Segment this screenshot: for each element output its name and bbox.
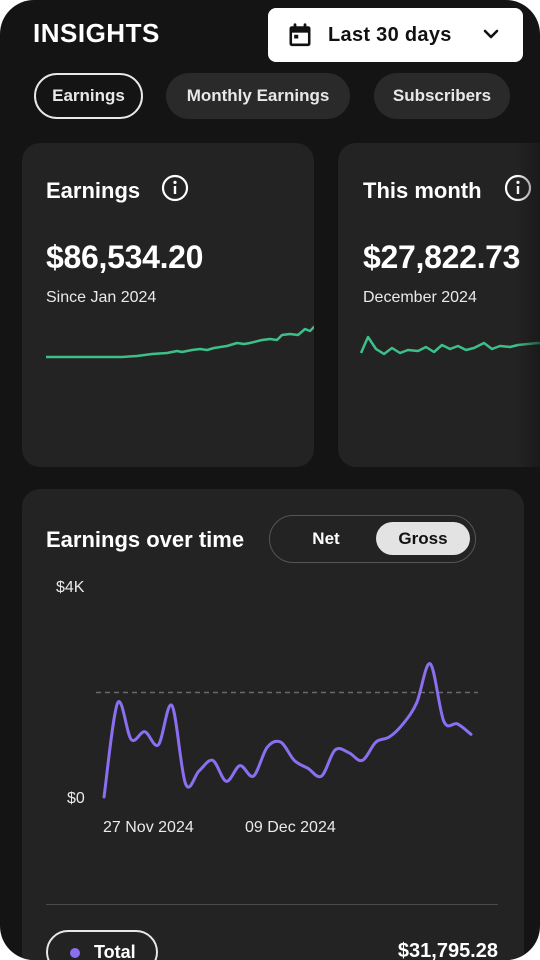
total-value: $31,795.28 (397, 940, 498, 960)
card-title: This month (363, 178, 482, 203)
chevron-down-icon (483, 29, 499, 39)
tab-earnings[interactable]: Earnings (34, 73, 143, 119)
scroll-fade (516, 143, 540, 467)
toggle-net[interactable]: Net (312, 528, 340, 548)
earnings-sparkline (46, 325, 314, 359)
card-subtitle: Since Jan 2024 (46, 289, 157, 306)
x-tick-label: 09 Dec 2024 (245, 819, 336, 836)
page-title: INSIGHTS (33, 18, 160, 48)
date-range-dropdown[interactable]: Last 30 days (268, 8, 523, 62)
y-tick-label: $0 (67, 790, 85, 807)
divider (46, 904, 498, 905)
date-range-label: Last 30 days (328, 23, 452, 46)
this-month-card[interactable]: This month $27,822.73 December 2024 (338, 143, 540, 467)
tab-monthly-earnings[interactable]: Monthly Earnings (166, 73, 350, 119)
info-icon[interactable] (161, 174, 189, 202)
card-title: Earnings (46, 178, 141, 203)
card-value: $27,822.73 (363, 239, 521, 275)
series-line (102, 662, 473, 799)
card-subtitle: December 2024 (363, 289, 477, 306)
x-tick-label: 27 Nov 2024 (103, 819, 194, 836)
y-tick-label: $4K (56, 579, 85, 596)
legend-total[interactable]: Total (46, 930, 158, 960)
toggle-gross[interactable]: Gross (376, 522, 470, 555)
legend-dot (70, 948, 80, 958)
legend-label: Total (94, 942, 136, 960)
earnings-card[interactable]: Earnings $86,534.20 Since Jan 2024 (22, 143, 314, 467)
tab-subscribers[interactable]: Subscribers (374, 73, 510, 119)
chart-title: Earnings over time (46, 527, 245, 552)
earnings-over-time-panel (22, 489, 524, 960)
calendar-icon (289, 23, 311, 47)
net-gross-toggle[interactable]: Net Gross (269, 515, 476, 563)
card-value: $86,534.20 (46, 239, 204, 275)
